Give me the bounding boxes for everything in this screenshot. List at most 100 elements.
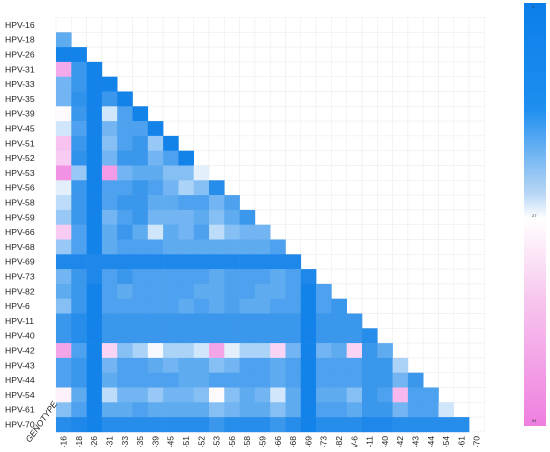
grid-cell (392, 120, 409, 137)
heatmap-cell-HPV-54-HPV-66 (270, 387, 286, 403)
row-label-HPV-66: HPV-66 (5, 227, 35, 237)
grid-cell (178, 46, 194, 63)
heatmap-cell-HPV-73-HPV-26 (86, 269, 103, 285)
heatmap-cell-HPV-53-HPV-35 (132, 165, 149, 181)
row-label-HPV-26: HPV-26 (5, 50, 35, 60)
grid-cell (438, 91, 455, 107)
heatmap-cell-HPV-42-HPV-69 (300, 343, 317, 359)
grid-cell (178, 17, 194, 33)
grid-cell (468, 357, 485, 373)
grid-cell (224, 61, 240, 77)
grid-cell (438, 120, 455, 137)
heatmap-cell-HPV-51-HPV-31 (101, 135, 118, 151)
grid-cell (392, 283, 409, 299)
row-label-HPV-52: HPV-52 (5, 153, 35, 163)
grid-cell (208, 46, 225, 63)
heatmap-cell-HPV-58-HPV-39 (147, 195, 164, 211)
grid-cell (361, 268, 378, 285)
heatmap-cell-HPV-54-HPV-39 (147, 387, 164, 403)
heatmap-cell-HPV-40-HPV-16 (56, 328, 72, 344)
grid-cell (239, 76, 256, 92)
heatmap-cell-HPV-52-HPV-39 (147, 150, 164, 166)
grid-cell (468, 387, 485, 403)
grid-cell (147, 61, 164, 77)
grid-cell (269, 32, 286, 48)
heatmap-cell-HPV-82-HPV-39 (147, 283, 164, 299)
heatmap-cell-HPV-59-HPV-45 (163, 209, 179, 225)
grid-cell (285, 150, 302, 166)
grid-cell (392, 165, 409, 181)
grid-cell (468, 165, 485, 181)
heatmap-cell-HPV-61-HPV-82 (331, 402, 347, 418)
grid-cell (300, 61, 317, 77)
grid-cell (422, 32, 439, 48)
grid-cell (331, 61, 347, 77)
heatmap-cell-HPV-82-HPV-73 (316, 283, 332, 299)
grid-cell (438, 254, 455, 270)
heatmap-cell-HPV-54-HPV-73 (316, 387, 332, 403)
heatmap-cell-HPV-59-HPV-35 (132, 209, 149, 225)
grid-cell (315, 135, 332, 151)
grid-cell (407, 194, 424, 211)
grid-cell (346, 209, 363, 225)
heatmap-cell-HPV-6-HPV-58 (239, 298, 256, 314)
heatmap-cell-HPV-68-HPV-51 (178, 239, 194, 255)
heatmap-cell-HPV-69-HPV-56 (224, 254, 240, 270)
col-label-HPV-44: HPV-44 (426, 436, 436, 447)
grid-cell (392, 180, 409, 196)
grid-cell (438, 209, 455, 225)
grid-cell (239, 46, 256, 63)
grid-cell (147, 17, 164, 33)
grid-cell (269, 46, 286, 63)
col-label-HPV-70: HPV-70 (472, 436, 482, 447)
grid-cell (178, 135, 194, 151)
grid-cell (208, 106, 225, 122)
heatmap-cell-HPV-51-HPV-26 (86, 135, 103, 151)
col-label-HPV-58: HPV-58 (242, 436, 252, 447)
grid-cell (361, 17, 378, 33)
heatmap-cell-HPV-6-HPV-31 (101, 298, 118, 314)
grid-cell (468, 298, 485, 314)
grid-cell (147, 91, 164, 107)
grid-cell (224, 91, 240, 107)
heatmap-cell-HPV-59-HPV-58 (239, 209, 256, 225)
heatmap-cell-HPV-40-HPV-6 (346, 328, 363, 344)
heatmap-cell-HPV-33-HPV-18 (71, 76, 87, 92)
grid-cell (315, 224, 332, 240)
heatmap-cell-HPV-54-HPV-59 (254, 387, 271, 403)
heatmap-cell-HPV-73-HPV-58 (239, 269, 256, 285)
grid-cell (239, 106, 256, 122)
grid-cell (438, 357, 455, 373)
grid-cell (254, 61, 271, 77)
grid-cell (300, 17, 317, 33)
heatmap-cell-HPV-42-HPV-51 (178, 343, 194, 359)
heatmap-cell-HPV-44-HPV-69 (300, 372, 317, 388)
grid-cell (162, 106, 179, 122)
grid-cell (407, 328, 424, 344)
grid-cell (315, 17, 332, 33)
heatmap-cell-HPV-69-HPV-31 (101, 254, 118, 270)
grid-cell (453, 32, 470, 48)
heatmap-cell-HPV-45-HPV-35 (132, 121, 149, 137)
row-label-HPV-70: HPV-70 (5, 420, 35, 430)
row-label-HPV-16: HPV-16 (5, 20, 35, 30)
heatmap-cell-HPV-45-HPV-26 (86, 121, 103, 137)
row-label-HPV-59: HPV-59 (5, 212, 35, 222)
grid-cell (377, 76, 393, 92)
heatmap-cell-HPV-43-HPV-35 (132, 357, 149, 373)
grid-cell (361, 165, 378, 181)
heatmap-cell-HPV-68-HPV-53 (209, 239, 225, 255)
grid-cell (407, 209, 424, 225)
heatmap-cell-HPV-70-HPV-51 (178, 417, 194, 433)
grid-cell (331, 209, 347, 225)
heatmap-cell-HPV-61-HPV-51 (178, 402, 194, 418)
heatmap-cell-HPV-73-HPV-33 (117, 269, 133, 285)
heatmap-cell-HPV-69-HPV-66 (270, 254, 286, 270)
heatmap-cell-HPV-69-HPV-51 (178, 254, 194, 270)
heatmap-cell-HPV-42-HPV-39 (147, 343, 164, 359)
heatmap-cell-HPV-82-HPV-68 (285, 283, 302, 299)
grid-cell (132, 61, 149, 77)
heatmap-cell-HPV-68-HPV-18 (71, 239, 87, 255)
row-label-HPV-42: HPV-42 (5, 346, 35, 356)
heatmap-cell-HPV-43-HPV-73 (316, 357, 332, 373)
